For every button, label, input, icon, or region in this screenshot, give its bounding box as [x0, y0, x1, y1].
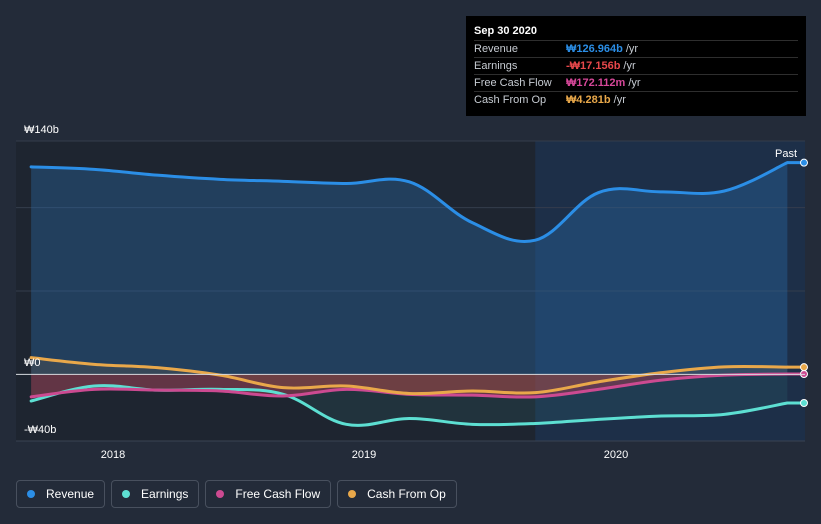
earnings-dot-icon — [122, 490, 131, 498]
y-tick-label: ₩140b — [24, 124, 59, 136]
free-cash-flow-area — [31, 374, 788, 398]
series-areas — [31, 162, 788, 426]
cash-from-op-endpoint — [800, 363, 808, 372]
legend-label: Cash From Op — [367, 487, 446, 501]
series-lines — [29, 161, 804, 427]
tooltip-value: ₩126.964b — [566, 43, 623, 55]
past-label: Past — [775, 148, 797, 160]
legend-item-earnings[interactable]: Earnings — [111, 480, 200, 508]
tooltip: Sep 30 2020 Revenue ₩126.964b /yr Earnin… — [466, 16, 806, 116]
legend-item-cash-from-op[interactable]: Cash From Op — [337, 480, 457, 508]
y-tick-label: -₩40b — [24, 424, 56, 436]
y-tick-label: ₩0 — [24, 357, 41, 369]
tooltip-row-revenue: Revenue ₩126.964b /yr — [474, 40, 798, 57]
legend-item-free-cash-flow[interactable]: Free Cash Flow — [205, 480, 332, 508]
tooltip-unit: /yr — [625, 43, 639, 55]
tooltip-row-cash-from-op: Cash From Op ₩4.281b /yr — [474, 91, 798, 108]
tooltip-unit: /yr — [613, 94, 626, 106]
tooltip-row-earnings: Earnings -₩17.156b /yr — [474, 57, 798, 74]
tooltip-row-free-cash-flow: Free Cash Flow ₩172.112m /yr — [474, 74, 798, 91]
tooltip-date: Sep 30 2020 — [474, 25, 537, 37]
legend-label: Earnings — [141, 487, 189, 501]
tooltip-label: Earnings — [474, 60, 518, 72]
cash-from-op-line — [29, 356, 789, 396]
cash-from-op-area — [31, 357, 788, 394]
tooltip-label: Cash From Op — [474, 94, 547, 106]
free-cash-flow-dot-icon — [216, 490, 225, 498]
x-tick-label: 2020 — [604, 449, 628, 461]
tooltip-unit: /yr — [628, 77, 641, 89]
x-tick-label: 2019 — [352, 449, 376, 461]
x-tick-label: 2018 — [101, 449, 125, 461]
tooltip-value: -₩17.156b — [566, 60, 621, 72]
revenue-endpoint — [800, 158, 808, 167]
legend-item-revenue[interactable]: Revenue — [16, 480, 106, 508]
cash-from-op-dot-icon — [348, 490, 357, 498]
legend-label: Free Cash Flow — [235, 487, 321, 501]
tooltip-label: Free Cash Flow — [474, 77, 552, 89]
legend-label: Revenue — [46, 487, 95, 501]
revenue-area — [31, 162, 788, 375]
legend: Revenue Earnings Free Cash Flow Cash Fro… — [16, 480, 457, 508]
tooltip-unit: /yr — [623, 60, 636, 72]
earnings-area — [31, 374, 788, 426]
revenue-line — [29, 161, 789, 243]
tooltip-value: ₩4.281b — [566, 94, 611, 106]
earnings-endpoint — [800, 399, 808, 407]
revenue-dot-icon — [27, 490, 35, 498]
gridlines — [16, 140, 805, 442]
tooltip-value: ₩172.112m — [566, 77, 626, 89]
tooltip-label: Revenue — [474, 43, 519, 55]
